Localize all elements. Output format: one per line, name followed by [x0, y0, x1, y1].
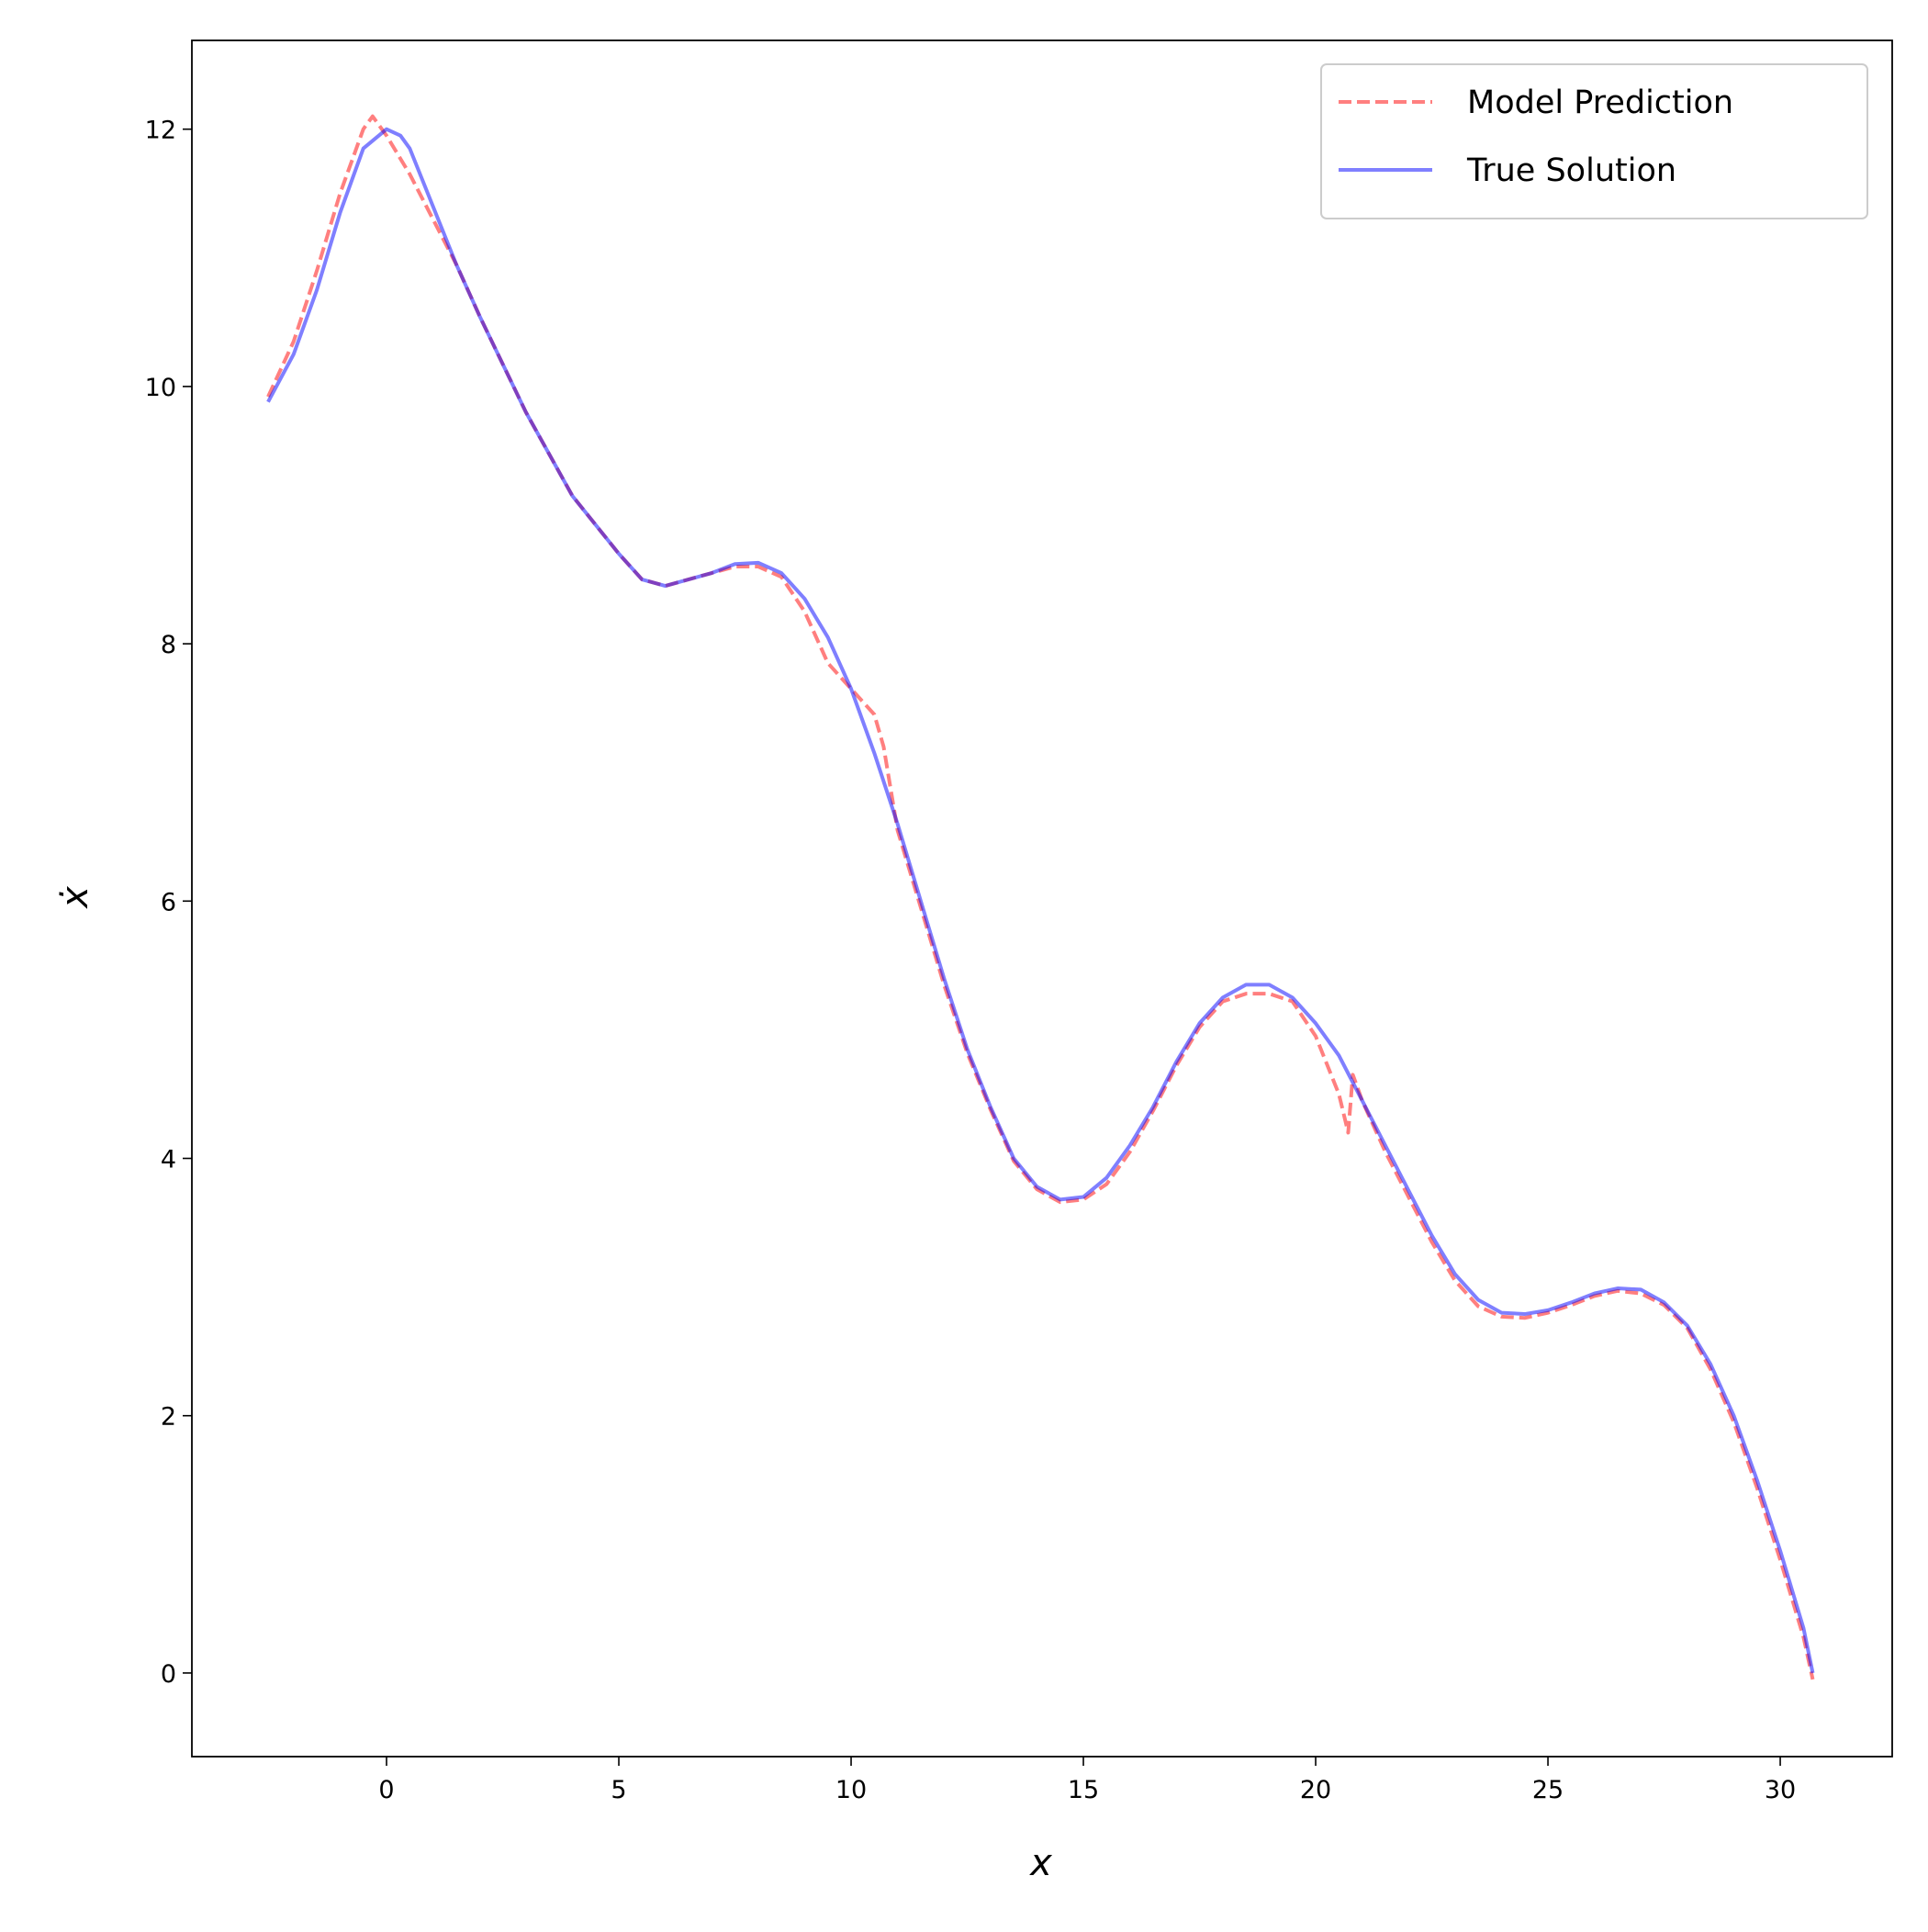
x-tick-label: 30: [1765, 1776, 1796, 1804]
y-tick-label: 4: [161, 1146, 176, 1174]
y-tick-label: 0: [161, 1660, 176, 1689]
y-axis-label: ẋ: [54, 886, 96, 910]
y-tick-label: 10: [145, 374, 176, 402]
x-tick-label: 5: [611, 1776, 626, 1804]
x-tick-label: 0: [378, 1776, 394, 1804]
x-axis-label: x: [1028, 1842, 1052, 1884]
x-tick-label: 25: [1532, 1776, 1564, 1804]
y-tick-label: 6: [161, 888, 176, 916]
x-tick-label: 10: [835, 1776, 867, 1804]
x-tick-label: 20: [1300, 1776, 1331, 1804]
legend-box: [1320, 63, 1868, 219]
y-tick-label: 12: [145, 117, 176, 145]
y-tick-label: 2: [161, 1403, 176, 1432]
legend-label: True Solution: [1466, 152, 1676, 189]
legend: Model Prediction True Solution: [1320, 63, 1868, 219]
plot-frame: [191, 39, 1893, 1758]
legend-label: Model Prediction: [1467, 84, 1733, 121]
x-tick-label: 15: [1068, 1776, 1099, 1804]
y-tick-label: 8: [161, 631, 176, 659]
series-line: [266, 127, 1815, 1674]
